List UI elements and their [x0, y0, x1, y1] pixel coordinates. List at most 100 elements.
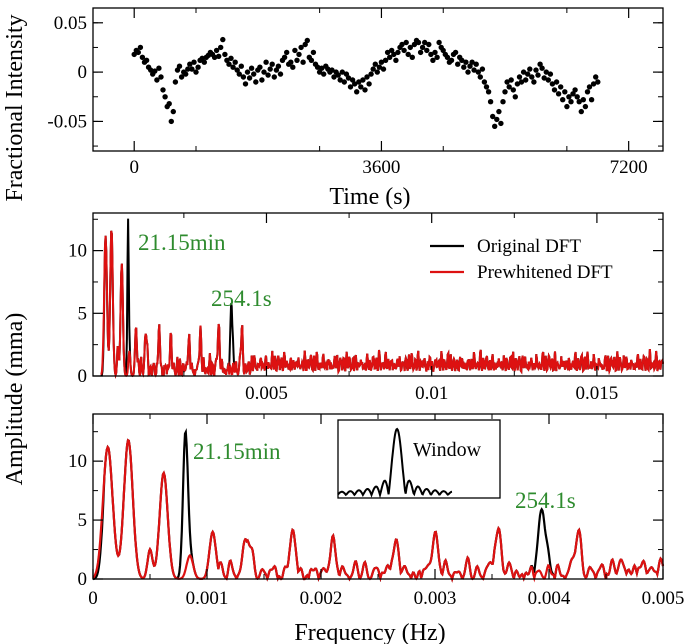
dft-full-ytick-label: 10: [68, 241, 87, 262]
data-point: [430, 57, 436, 63]
legend-label-prewhitened: Prewhitened DFT: [477, 262, 613, 283]
lightcurve-xtick-label: 3600: [362, 157, 400, 178]
data-point: [389, 47, 395, 54]
amplitude-ylabel: Amplitude (mma): [2, 313, 28, 486]
data-point: [321, 71, 327, 77]
data-point: [216, 53, 222, 59]
data-point: [139, 54, 146, 60]
dft-full-xtick-label: 0.015: [576, 383, 619, 404]
data-point: [481, 79, 488, 85]
dft-full-xtick-label: 0.005: [245, 383, 288, 404]
data-point: [593, 74, 599, 80]
data-point: [339, 69, 345, 75]
data-point: [523, 77, 529, 83]
lightcurve-xlabel: Time (s): [329, 184, 410, 210]
dft-full-lines: [100, 218, 664, 379]
data-point: [595, 79, 601, 85]
data-point: [452, 49, 459, 56]
lightcurve-ytick-label: 0.05: [54, 13, 87, 34]
data-point: [277, 71, 284, 77]
data-point: [148, 67, 154, 73]
data-point: [187, 61, 193, 67]
data-point: [337, 77, 343, 83]
data-point: [358, 84, 364, 90]
data-point: [362, 87, 368, 93]
data-point: [539, 65, 545, 71]
data-point: [572, 87, 578, 93]
data-point: [168, 118, 174, 125]
dft-full-ytick-label: 5: [78, 303, 88, 324]
data-point: [551, 87, 558, 93]
data-point: [290, 64, 296, 70]
data-point: [234, 67, 240, 73]
data-point: [183, 71, 189, 77]
data-point: [370, 66, 376, 72]
data-point: [409, 54, 415, 60]
data-point: [535, 72, 541, 78]
data-point: [166, 101, 172, 107]
data-point: [422, 39, 428, 46]
data-point: [440, 47, 446, 54]
data-point: [494, 116, 500, 123]
data-point: [201, 59, 207, 65]
data-point: [500, 99, 506, 105]
data-point: [415, 39, 422, 46]
data-point: [319, 65, 325, 71]
data-point: [162, 94, 168, 100]
data-point: [218, 44, 224, 51]
data-point: [434, 54, 440, 60]
data-point: [242, 81, 249, 87]
data-point: [467, 63, 473, 69]
data-point: [310, 49, 317, 56]
data-point: [158, 74, 164, 80]
data-point: [432, 49, 438, 56]
data-point: [461, 64, 467, 70]
lightcurve-xtick-label: 7200: [610, 157, 648, 178]
dft-zoom-xtick-label: 0.003: [414, 588, 457, 609]
data-point: [356, 79, 362, 85]
data-point: [490, 113, 496, 120]
data-point: [220, 36, 226, 43]
data-point: [483, 84, 490, 90]
data-point: [185, 66, 191, 72]
data-point: [485, 89, 492, 95]
data-point: [558, 84, 564, 90]
data-point: [191, 59, 197, 65]
data-point: [590, 81, 597, 87]
lightcurve-ytick-label: -0.05: [47, 111, 87, 132]
data-point: [230, 64, 236, 70]
data-point: [275, 63, 282, 69]
data-point: [345, 75, 352, 81]
data-point: [314, 64, 321, 70]
data-point: [269, 61, 275, 67]
dft-zoom-xtick-label: 0.002: [300, 588, 343, 609]
data-point: [529, 74, 535, 80]
data-point: [302, 41, 308, 48]
data-point: [510, 87, 516, 93]
data-point: [576, 99, 582, 105]
data-point: [473, 61, 479, 67]
data-point: [555, 91, 562, 97]
data-point: [512, 94, 518, 100]
data-point: [300, 59, 306, 65]
data-point: [531, 79, 537, 85]
data-point: [341, 79, 347, 85]
annotation-21min-zoom: 21.15min: [193, 439, 281, 464]
data-point: [213, 47, 220, 54]
data-point: [238, 63, 244, 69]
data-point: [502, 89, 508, 95]
data-point: [455, 61, 461, 67]
data-point: [459, 57, 465, 63]
dft-zoom-ytick-label: 0: [78, 569, 88, 590]
data-point: [498, 120, 504, 127]
data-point: [424, 47, 430, 54]
data-point: [537, 61, 543, 67]
frequency-xlabel: Frequency (Hz): [294, 620, 445, 644]
data-point: [436, 39, 442, 46]
data-point: [329, 67, 335, 73]
lightcurve-ytick-label: 0: [78, 62, 88, 83]
dft-full-ytick-label: 0: [78, 366, 88, 387]
data-point: [588, 97, 595, 103]
